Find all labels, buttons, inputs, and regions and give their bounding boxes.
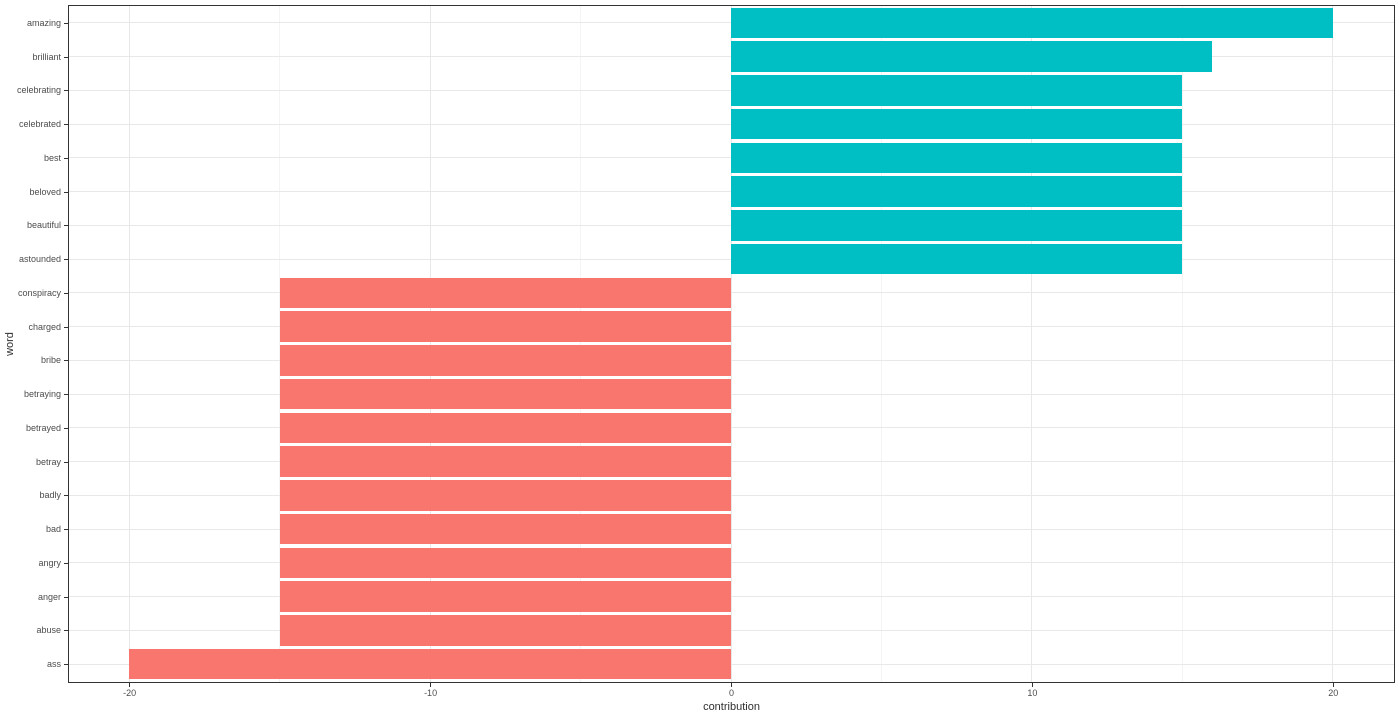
gridline-row-ass [69, 663, 1394, 665]
y-tick-label-betraying: betraying [23, 389, 61, 400]
x-tick-label-20: 20 [1328, 688, 1339, 698]
y-tick-astounded [64, 259, 68, 261]
bar-celebrated [731, 108, 1183, 140]
x-tick-label-0: 0 [728, 688, 734, 698]
bar-amazing [731, 7, 1333, 39]
y-tick-charged [64, 326, 68, 328]
y-tick-celebrated [64, 124, 68, 126]
y-tick-badly [64, 495, 68, 497]
gridline-row-abuse [69, 629, 1394, 631]
bar-badly [279, 480, 731, 511]
gridline-major-x-20 [1332, 6, 1334, 682]
bar-bad [279, 513, 731, 545]
gridline-minor-x-15 [1181, 6, 1183, 682]
y-tick-betrayed [64, 427, 68, 429]
x-tick-20 [1332, 683, 1334, 687]
y-tick-conspiracy [64, 292, 68, 294]
y-tick-label-conspiracy: conspiracy [17, 287, 61, 298]
gridline-major-x-10 [1031, 6, 1033, 682]
gridline-row-betraying [69, 393, 1394, 395]
y-tick-label-abuse: abuse [36, 625, 61, 636]
x-tick--10 [430, 683, 432, 687]
bar-betray [279, 446, 731, 477]
y-tick-bribe [64, 360, 68, 362]
bar-betraying [279, 378, 731, 410]
plot-panel [68, 5, 1395, 683]
y-tick-anger [64, 596, 68, 598]
y-tick-label-bribe: bribe [40, 355, 61, 366]
gridline-major-x--20 [128, 6, 130, 682]
y-tick-angry [64, 562, 68, 564]
gridline-minor-x--15 [279, 6, 281, 682]
gridline-row-bad [69, 528, 1394, 530]
y-tick-label-amazing: amazing [26, 17, 61, 28]
y-tick-label-betrayed: betrayed [25, 422, 61, 433]
y-tick-label-brilliant: brilliant [32, 51, 61, 62]
gridline-row-charged [69, 326, 1394, 328]
y-tick-label-badly: badly [39, 490, 61, 501]
bar-beautiful [731, 210, 1183, 241]
gridline-minor-x--5 [580, 6, 582, 682]
y-tick-label-anger: anger [37, 591, 61, 602]
y-tick-celebrating [64, 90, 68, 92]
bar-charged [279, 311, 731, 342]
y-tick-ass [64, 664, 68, 666]
y-tick-betray [64, 461, 68, 463]
y-tick-label-ass: ass [46, 659, 61, 670]
y-tick-abuse [64, 630, 68, 632]
y-tick-label-charged: charged [28, 321, 61, 332]
gridline-row-badly [69, 494, 1394, 496]
gridline-major-x--10 [429, 6, 431, 682]
bar-betrayed [279, 412, 731, 444]
bar-angry [279, 547, 731, 579]
x-tick-10 [1031, 683, 1033, 687]
gridline-row-betray [69, 461, 1394, 463]
bar-brilliant [731, 41, 1213, 72]
y-tick-label-bad: bad [45, 524, 61, 535]
y-tick-label-astounded: astounded [18, 254, 61, 265]
y-tick-beautiful [64, 225, 68, 227]
bar-anger [279, 581, 731, 612]
y-tick-label-beloved: beloved [29, 186, 61, 197]
y-tick-label-best: best [43, 152, 61, 163]
y-axis-title: word [4, 332, 16, 356]
gridline-row-bribe [69, 359, 1394, 361]
bar-best [731, 142, 1183, 174]
bar-astounded [731, 243, 1183, 275]
bar-bribe [279, 345, 731, 376]
bar-celebrating [731, 75, 1183, 106]
y-tick-label-betray: betray [35, 456, 61, 467]
x-tick-label--20: -20 [123, 688, 137, 698]
gridline-row-angry [69, 562, 1394, 564]
gridline-row-anger [69, 596, 1394, 598]
x-tick-label--10: -10 [424, 688, 438, 698]
y-tick-best [64, 157, 68, 159]
x-axis-title: contribution [703, 701, 760, 713]
gridline-row-conspiracy [69, 292, 1394, 294]
y-tick-amazing [64, 22, 68, 24]
gridline-row-betrayed [69, 427, 1394, 429]
bar-conspiracy [279, 277, 731, 309]
x-tick-0 [731, 683, 732, 687]
x-tick-label-10: 10 [1027, 688, 1038, 698]
y-tick-beloved [64, 191, 68, 193]
y-tick-label-celebrated: celebrated [18, 119, 61, 130]
bar-ass [129, 648, 731, 680]
x-tick--20 [129, 683, 131, 687]
y-tick-brilliant [64, 56, 68, 58]
y-tick-label-beautiful: beautiful [26, 220, 61, 231]
gridline-minor-x-5 [880, 6, 882, 682]
y-tick-label-angry: angry [38, 557, 61, 568]
y-tick-label-celebrating: celebrating [16, 85, 61, 96]
bar-abuse [279, 615, 731, 646]
y-tick-betraying [64, 394, 68, 396]
gridline-major-x-0 [730, 6, 732, 682]
bar-beloved [731, 176, 1183, 207]
y-tick-bad [64, 529, 68, 531]
